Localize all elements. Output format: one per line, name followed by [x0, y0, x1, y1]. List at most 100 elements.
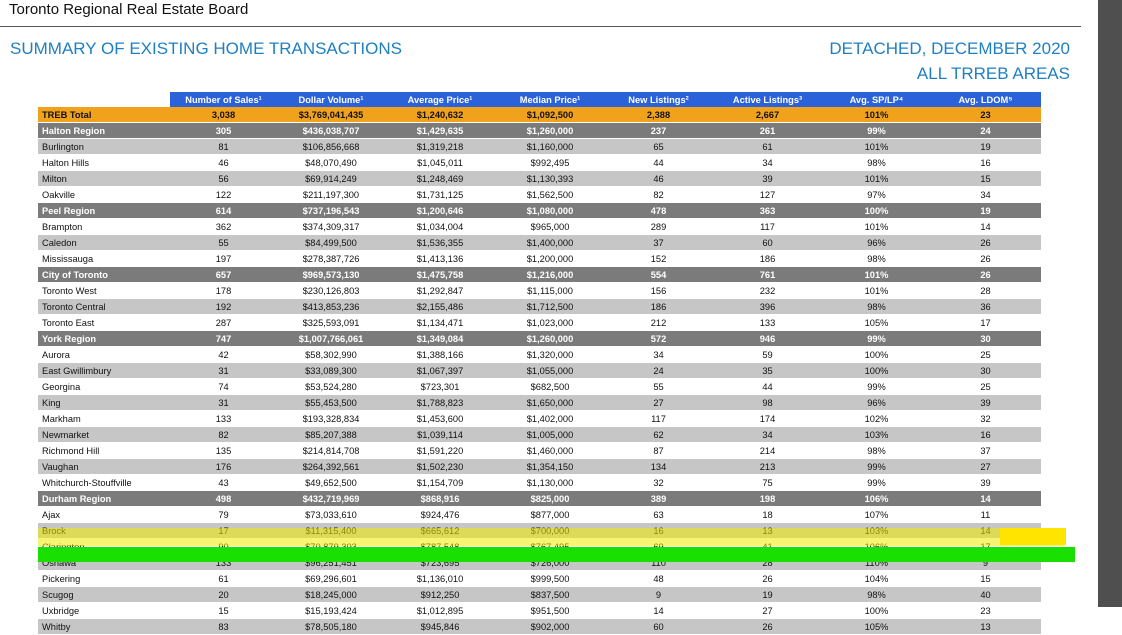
table-row: Toronto East 287 $325,593,091 $1,134,471 $1,… [38, 314, 1041, 331]
average-price-cell: $787,548 [385, 538, 495, 555]
ldom-cell: 14 [930, 490, 1041, 507]
median-price-cell: $992,495 [495, 154, 605, 171]
average-price-cell: $723,695 [385, 554, 495, 571]
new-listings-cell: 63 [605, 506, 712, 523]
median-price-cell: $999,500 [495, 570, 605, 587]
active-listings-cell: 213 [712, 458, 823, 475]
new-listings-cell: 14 [605, 602, 712, 619]
org-name: Toronto Regional Real Estate Board [9, 1, 249, 18]
dollar-volume-cell: $264,392,561 [277, 458, 385, 475]
area-name-cell: Pickering [38, 570, 170, 587]
sp-lp-cell: 102% [823, 410, 930, 427]
new-listings-cell: 554 [605, 266, 712, 283]
new-listings-cell: 16 [605, 522, 712, 539]
new-listings-cell: 55 [605, 378, 712, 395]
average-price-cell: $1,319,218 [385, 138, 495, 155]
table-row: Ajax 79 $73,033,610 $924,476 $877,000 63 18 107… [38, 506, 1041, 523]
new-listings-cell: 46 [605, 170, 712, 187]
dollar-volume-cell: $737,196,543 [277, 202, 385, 219]
average-price-cell: $1,502,230 [385, 458, 495, 475]
report-subtitle-period: DETACHED, DECEMBER 2020 [829, 39, 1070, 58]
dollar-volume-cell: $214,814,708 [277, 442, 385, 459]
ldom-cell: 40 [930, 586, 1041, 603]
active-listings-cell: 34 [712, 426, 823, 443]
active-listings-cell: 61 [712, 138, 823, 155]
new-listings-cell: 65 [605, 138, 712, 155]
average-price-cell: $2,155,486 [385, 298, 495, 315]
table-row: Brock 17 $11,315,400 $665,612 $700,000 16 13 10… [38, 522, 1041, 539]
vertical-scrollbar[interactable] [1098, 0, 1122, 607]
header-blank-cell [38, 92, 170, 107]
median-price-cell: $1,650,000 [495, 394, 605, 411]
new-listings-cell: 134 [605, 458, 712, 475]
average-price-cell: $1,292,847 [385, 282, 495, 299]
new-listings-cell: 87 [605, 442, 712, 459]
active-listings-cell: 174 [712, 410, 823, 427]
ldom-cell: 24 [930, 122, 1041, 139]
average-price-cell: $1,039,114 [385, 426, 495, 443]
sp-lp-cell: 98% [823, 442, 930, 459]
median-price-cell: $682,500 [495, 378, 605, 395]
table-row: Whitchurch-Stouffville 43 $49,652,500 $1,15… [38, 474, 1041, 491]
dollar-volume-cell: $73,033,610 [277, 506, 385, 523]
active-listings-cell: 41 [712, 538, 823, 555]
col-header-dollar-volume: Dollar Volume¹ [277, 92, 385, 107]
sp-lp-cell: 98% [823, 298, 930, 315]
median-price-cell: $1,005,000 [495, 426, 605, 443]
area-name-cell: Burlington [38, 138, 170, 155]
region-row: City of Toronto 657 $969,573,130 $1,475,758… [38, 266, 1041, 283]
dollar-volume-cell: $211,197,300 [277, 186, 385, 203]
table-row: Oshawa 133 $96,251,451 $723,695 $726,000 110 2… [38, 554, 1041, 571]
average-price-cell: $868,916 [385, 490, 495, 507]
dollar-volume-cell: $969,573,130 [277, 266, 385, 283]
sales-cell: 176 [170, 458, 277, 475]
active-listings-cell: 127 [712, 186, 823, 203]
sp-lp-cell: 97% [823, 186, 930, 203]
sales-cell: 61 [170, 570, 277, 587]
dollar-volume-cell: $70,879,303 [277, 538, 385, 555]
active-listings-cell: 363 [712, 202, 823, 219]
sp-lp-cell: 96% [823, 394, 930, 411]
sp-lp-cell: 101% [823, 282, 930, 299]
ldom-cell: 37 [930, 442, 1041, 459]
sales-cell: 83 [170, 618, 277, 635]
dollar-volume-cell: $436,038,707 [277, 122, 385, 139]
active-listings-cell: 117 [712, 218, 823, 235]
ldom-cell: 15 [930, 170, 1041, 187]
active-listings-cell: 26 [712, 570, 823, 587]
sales-cell: 747 [170, 330, 277, 347]
average-price-cell: $723,301 [385, 378, 495, 395]
table-row: Markham 133 $193,328,834 $1,453,600 $1,402,0… [38, 410, 1041, 427]
active-listings-cell: 232 [712, 282, 823, 299]
average-price-cell: $1,034,004 [385, 218, 495, 235]
ldom-cell: 36 [930, 298, 1041, 315]
active-listings-cell: 946 [712, 330, 823, 347]
table-row: Halton Hills 46 $48,070,490 $1,045,011 $992,… [38, 154, 1041, 171]
sp-lp-cell: 98% [823, 586, 930, 603]
new-listings-cell: 572 [605, 330, 712, 347]
area-name-cell: Oshawa [38, 554, 170, 571]
dollar-volume-cell: $193,328,834 [277, 410, 385, 427]
sales-cell: 133 [170, 554, 277, 571]
sp-lp-cell: 103% [823, 522, 930, 539]
average-price-cell: $912,250 [385, 586, 495, 603]
sp-lp-cell: 100% [823, 362, 930, 379]
average-price-cell: $1,429,635 [385, 122, 495, 139]
new-listings-cell: 24 [605, 362, 712, 379]
average-price-cell: $665,612 [385, 522, 495, 539]
active-listings-cell: 27 [712, 602, 823, 619]
table-row: Vaughan 176 $264,392,561 $1,502,230 $1,354,1… [38, 458, 1041, 475]
ldom-cell: 39 [930, 474, 1041, 491]
area-name-cell: Brock [38, 522, 170, 539]
sales-cell: 614 [170, 202, 277, 219]
median-price-cell: $951,500 [495, 602, 605, 619]
average-price-cell: $1,012,895 [385, 602, 495, 619]
active-listings-cell: 59 [712, 346, 823, 363]
sales-cell: 178 [170, 282, 277, 299]
table-row: Brampton 362 $374,309,317 $1,034,004 $965,00… [38, 218, 1041, 235]
average-price-cell: $1,788,823 [385, 394, 495, 411]
median-price-cell: $837,500 [495, 586, 605, 603]
sales-cell: 90 [170, 538, 277, 555]
ldom-cell: 28 [930, 282, 1041, 299]
dollar-volume-cell: $55,453,500 [277, 394, 385, 411]
